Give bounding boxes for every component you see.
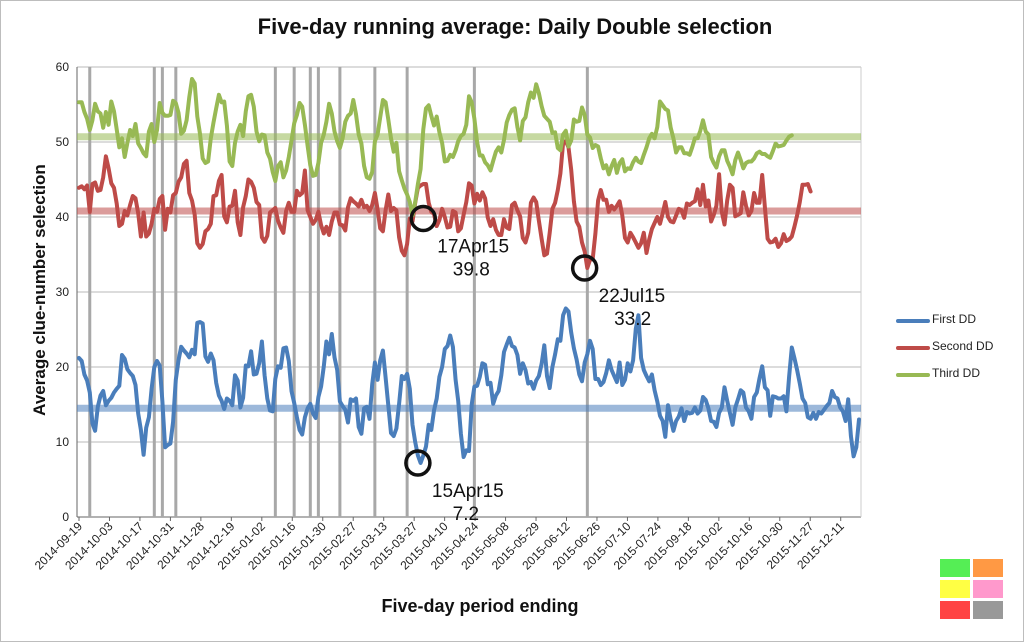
annotation-value: 33.2 — [614, 309, 651, 330]
legend-item-second-dd: Second DD — [896, 339, 1016, 366]
color-swatch — [940, 601, 970, 619]
legend-label-third-dd: Third DD — [932, 366, 981, 380]
y-tick-label: 50 — [56, 135, 70, 149]
color-swatch — [940, 580, 970, 598]
y-tick-label: 40 — [56, 210, 70, 224]
color-swatch — [973, 601, 1003, 619]
annotation-date: 22Jul15 — [599, 286, 666, 307]
annotation-circle — [570, 254, 599, 282]
annotation-circle — [409, 204, 438, 233]
legend: First DD Second DD Third DD — [896, 312, 1016, 393]
series-line-first-dd — [77, 306, 861, 465]
y-tick-label: 20 — [56, 360, 70, 374]
legend-item-third-dd: Third DD — [896, 366, 1016, 393]
series-line-second-dd — [77, 139, 813, 270]
annotation-date: 15Apr15 — [432, 481, 504, 502]
chart-title: Five-day running average: Daily Double s… — [257, 14, 773, 39]
annotation-circle — [404, 449, 432, 477]
series-line-third-dd — [77, 77, 794, 218]
y-tick-label: 60 — [56, 60, 70, 74]
legend-label-first-dd: First DD — [932, 312, 976, 326]
y-tick-label: 0 — [62, 510, 69, 524]
legend-swatch-first-dd — [896, 319, 930, 323]
y-tick-label: 10 — [56, 435, 70, 449]
annotation-date: 17Apr15 — [437, 237, 509, 258]
x-axis-title: Five-day period ending — [381, 596, 579, 616]
legend-label-second-dd: Second DD — [932, 339, 994, 353]
y-tick-label: 30 — [56, 285, 70, 299]
color-swatch — [973, 580, 1003, 598]
color-swatch — [940, 559, 970, 577]
annotation-value: 39.8 — [453, 260, 490, 281]
legend-swatch-third-dd — [896, 373, 930, 377]
legend-swatch-second-dd — [896, 346, 930, 350]
color-swatch — [973, 559, 1003, 577]
annotation-value: 7.2 — [453, 504, 479, 525]
legend-item-first-dd: First DD — [896, 312, 1016, 339]
